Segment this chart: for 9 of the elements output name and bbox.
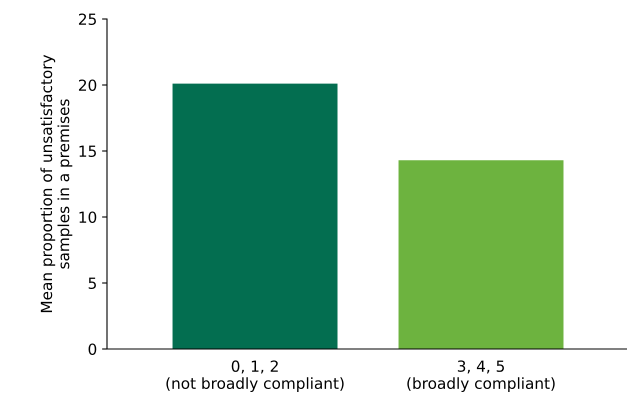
y-tick-label: 20 <box>78 79 96 92</box>
y-tick-label: 15 <box>80 146 96 158</box>
x-tick-label: 0, 1, 2 (not broadly compliant) <box>166 360 344 392</box>
y-axis-title: Mean proportion of unsatisfactory samples in a premises <box>40 54 72 312</box>
x-tick-label: 3, 4, 5 (broadly compliant) <box>407 360 555 392</box>
y-tick-label: 5 <box>88 278 96 290</box>
y-tick-label: 10 <box>80 211 96 224</box>
y-tick-label: 0 <box>88 343 96 356</box>
y-tick-label: 25 <box>78 13 96 26</box>
